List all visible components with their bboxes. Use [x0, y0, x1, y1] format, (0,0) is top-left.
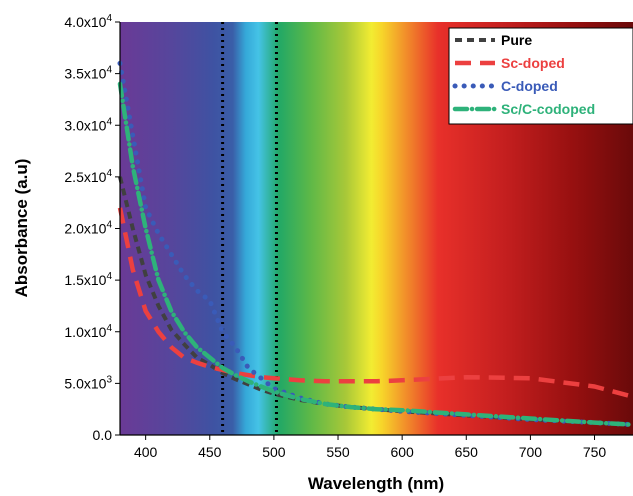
y-tick-label: 2.5x104: [64, 168, 112, 185]
series-layer: [117, 60, 633, 428]
x-tick-label: 550: [326, 444, 350, 460]
y-tick-label: 3.5x104: [64, 65, 112, 82]
y-axis-title: Absorbance (a.u): [12, 159, 31, 298]
x-tick-label: 400: [134, 444, 158, 460]
legend-label-sc-c-codoped: Sc/C-codoped: [501, 101, 595, 117]
y-tick-label: 5.0x103: [64, 374, 112, 391]
legend-label-sc-doped: Sc-doped: [501, 55, 565, 71]
axes: 400 450 500 550 600 650 700 750 0.0 5.0x103 1.0x10…: [64, 13, 633, 460]
x-axis-title: Wavelength (nm): [308, 474, 444, 493]
x-tick-label: 700: [519, 444, 543, 460]
legend-label-c-doped: C-doped: [501, 78, 558, 94]
x-tick-label: 650: [455, 444, 479, 460]
y-tick-label: 1.0x104: [64, 323, 112, 340]
y-tick-label: 3.0x104: [64, 116, 112, 133]
series-line-sc-c-codoped: [117, 81, 633, 427]
legend-label-pure: Pure: [501, 32, 532, 48]
x-tick-label: 450: [198, 444, 222, 460]
y-tick-label: 1.5x104: [64, 271, 112, 288]
y-tick-label: 2.0x104: [64, 220, 112, 237]
y-tick-label: 0.0: [93, 427, 113, 443]
legend: Pure Sc-doped C-doped Sc/C-codoped: [448, 27, 633, 125]
x-tick-label: 600: [390, 444, 414, 460]
series-line-sc-doped: [117, 207, 633, 399]
x-tick-label: 750: [583, 444, 607, 460]
y-tick-label: 4.0x104: [64, 13, 112, 30]
x-tick-label: 500: [262, 444, 286, 460]
